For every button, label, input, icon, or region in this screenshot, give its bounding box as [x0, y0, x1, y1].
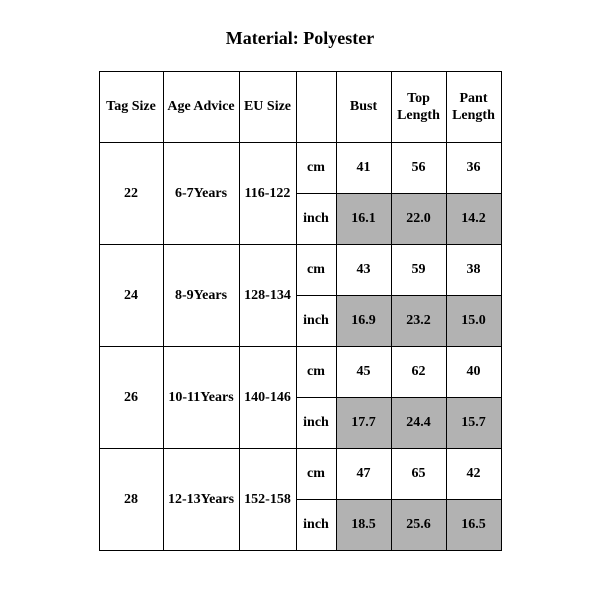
cell-bust-inch: 16.9 — [336, 296, 391, 347]
size-table: Tag Size Age Advice EU Size Bust Top Leng… — [99, 71, 502, 551]
col-pant-l2: Length — [452, 108, 495, 123]
cell-age: 12-13Years — [163, 449, 239, 551]
cell-unit-inch: inch — [296, 296, 336, 347]
col-eu: EU Size — [239, 72, 296, 143]
cell-unit-inch: inch — [296, 500, 336, 551]
cell-eu: 116-122 — [239, 143, 296, 245]
cell-pant-inch: 16.5 — [446, 500, 501, 551]
cell-unit-inch: inch — [296, 398, 336, 449]
cell-bust-inch: 16.1 — [336, 194, 391, 245]
cell-age: 6-7Years — [163, 143, 239, 245]
cell-bust-inch: 18.5 — [336, 500, 391, 551]
cell-bust-cm: 43 — [336, 245, 391, 296]
col-age: Age Advice — [163, 72, 239, 143]
table-row: 2610-11Years140-146cm456240 — [99, 347, 501, 398]
cell-pant-cm: 42 — [446, 449, 501, 500]
cell-tag: 24 — [99, 245, 163, 347]
cell-tag: 28 — [99, 449, 163, 551]
cell-bust-cm: 41 — [336, 143, 391, 194]
cell-top-inch: 23.2 — [391, 296, 446, 347]
cell-top-inch: 22.0 — [391, 194, 446, 245]
cell-eu: 140-146 — [239, 347, 296, 449]
cell-top-cm: 56 — [391, 143, 446, 194]
cell-unit-cm: cm — [296, 347, 336, 398]
cell-age: 8-9Years — [163, 245, 239, 347]
cell-top-cm: 59 — [391, 245, 446, 296]
col-pant: Pant Length — [446, 72, 501, 143]
cell-unit-cm: cm — [296, 449, 336, 500]
cell-pant-inch: 14.2 — [446, 194, 501, 245]
cell-pant-cm: 38 — [446, 245, 501, 296]
cell-pant-cm: 36 — [446, 143, 501, 194]
col-tag: Tag Size — [99, 72, 163, 143]
cell-tag: 22 — [99, 143, 163, 245]
col-top: Top Length — [391, 72, 446, 143]
col-top-l1: Top — [407, 91, 430, 106]
cell-pant-cm: 40 — [446, 347, 501, 398]
col-pant-l1: Pant — [460, 91, 488, 106]
cell-pant-inch: 15.7 — [446, 398, 501, 449]
cell-bust-inch: 17.7 — [336, 398, 391, 449]
table-row: 248-9Years128-134cm435938 — [99, 245, 501, 296]
col-bust: Bust — [336, 72, 391, 143]
size-table-wrap: Tag Size Age Advice EU Size Bust Top Leng… — [0, 71, 600, 551]
cell-top-cm: 65 — [391, 449, 446, 500]
cell-bust-cm: 47 — [336, 449, 391, 500]
table-row: 2812-13Years152-158cm476542 — [99, 449, 501, 500]
cell-top-inch: 24.4 — [391, 398, 446, 449]
cell-unit-cm: cm — [296, 245, 336, 296]
cell-eu: 152-158 — [239, 449, 296, 551]
page-title: Material: Polyester — [0, 0, 600, 71]
table-row: 226-7Years116-122cm415636 — [99, 143, 501, 194]
cell-age: 10-11Years — [163, 347, 239, 449]
col-top-l2: Length — [397, 108, 440, 123]
cell-unit-cm: cm — [296, 143, 336, 194]
cell-unit-inch: inch — [296, 194, 336, 245]
size-table-body: 226-7Years116-122cm415636inch16.122.014.… — [99, 143, 501, 551]
cell-tag: 26 — [99, 347, 163, 449]
cell-eu: 128-134 — [239, 245, 296, 347]
cell-pant-inch: 15.0 — [446, 296, 501, 347]
header-row: Tag Size Age Advice EU Size Bust Top Leng… — [99, 72, 501, 143]
cell-bust-cm: 45 — [336, 347, 391, 398]
col-unit — [296, 72, 336, 143]
cell-top-cm: 62 — [391, 347, 446, 398]
cell-top-inch: 25.6 — [391, 500, 446, 551]
